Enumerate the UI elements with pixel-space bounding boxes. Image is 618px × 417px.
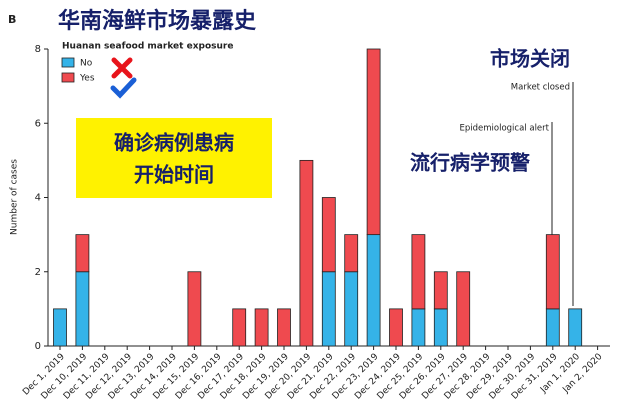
y-tick-label: 2 (35, 267, 41, 278)
closed-label: Market closed (511, 83, 570, 93)
bar-segment (344, 234, 359, 273)
y-tick-label: 0 (35, 341, 41, 352)
y-tick-label: 4 (35, 193, 41, 204)
bar-segment (53, 308, 67, 347)
bar-segment (75, 234, 90, 273)
y-axis-label: Number of cases (10, 159, 20, 235)
bar-segment (433, 308, 448, 347)
y-tick-label: 6 (35, 118, 41, 129)
bar-segment (433, 271, 448, 310)
legend-swatch (61, 72, 75, 83)
bar-segment (366, 234, 381, 347)
legend-label: No (80, 59, 93, 69)
bar-segment (411, 308, 426, 347)
bar-segment (411, 234, 426, 310)
note-box (76, 118, 272, 198)
bar-segment (232, 308, 247, 347)
alert-label: Epidemiological alert (460, 124, 550, 134)
note-line: 确诊病例患病 (114, 131, 234, 155)
bar-segment (187, 271, 202, 347)
closed-zh: 市场关闭 (490, 47, 570, 71)
bar-segment (545, 308, 560, 347)
y-tick-label: 8 (35, 44, 41, 55)
legend-label: Yes (79, 74, 95, 84)
legend-swatch (61, 57, 75, 68)
chart-title: 华南海鲜市场暴露史 (58, 8, 257, 34)
bar-segment (254, 308, 269, 347)
alert-zh: 流行病学预警 (410, 151, 530, 175)
note-line: 开始时间 (134, 163, 214, 187)
red-x-icon (111, 57, 133, 79)
bar-segment (389, 308, 403, 347)
bar-segment (545, 234, 560, 310)
bar-segment (299, 159, 314, 347)
legend-title: Huanan seafood market exposure (62, 42, 233, 52)
bar-segment (366, 48, 381, 236)
bar-segment (277, 308, 291, 347)
panel-label: B (8, 13, 16, 26)
bar-segment (321, 271, 336, 347)
bar-segment (75, 271, 90, 347)
bar-segment (568, 308, 583, 347)
bar-segment (456, 271, 471, 347)
bar-segment (344, 271, 359, 347)
bar-segment (321, 197, 336, 273)
blue-check-icon (110, 77, 137, 99)
